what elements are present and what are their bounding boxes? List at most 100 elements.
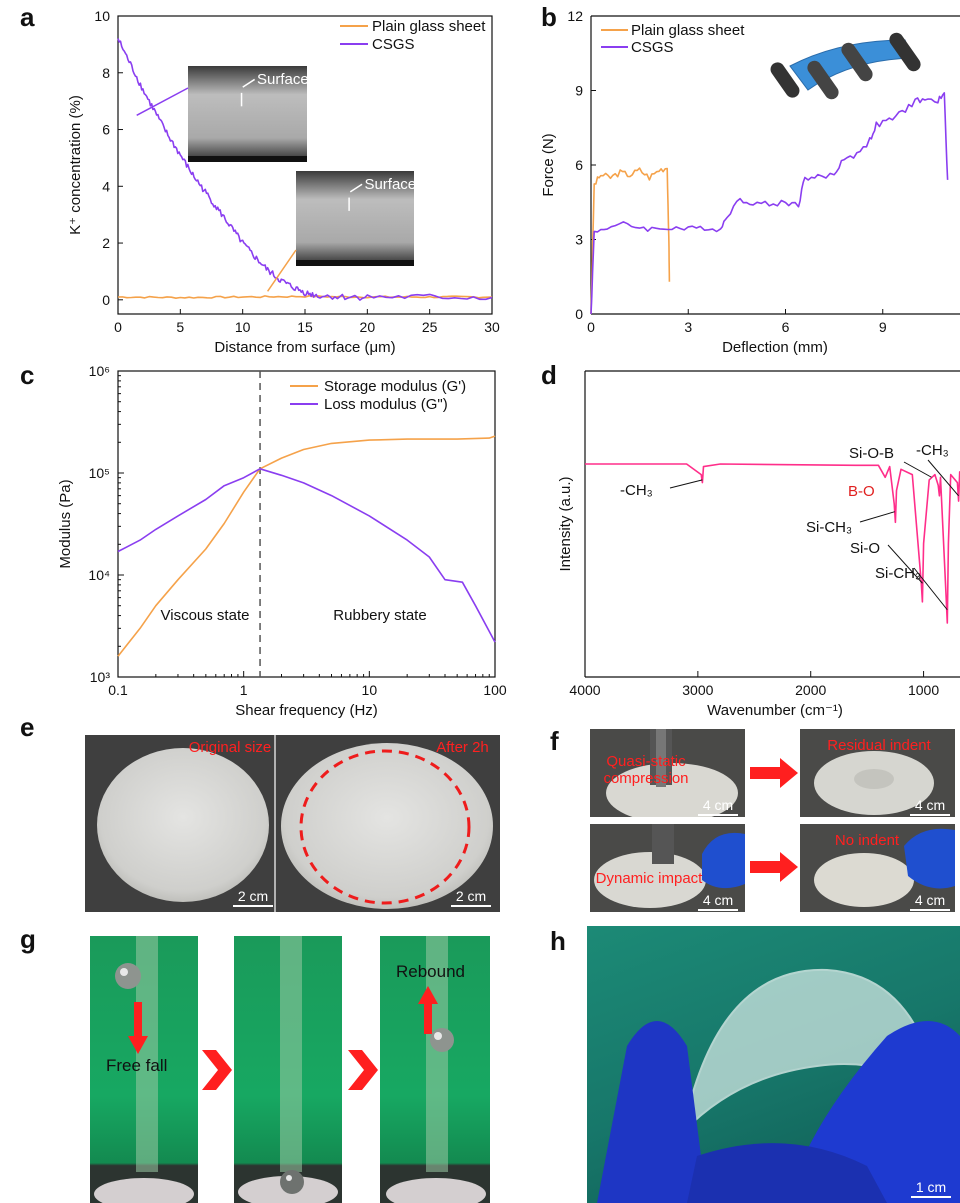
panel-letter-c: c bbox=[20, 360, 35, 390]
region-label-viscous: Viscous state bbox=[161, 607, 250, 624]
peak-label-d: Si-O-B bbox=[849, 445, 894, 462]
x-tick-label-a: 0 bbox=[114, 319, 122, 335]
photo-g-rebound: Rebound bbox=[380, 936, 490, 1203]
panel-letter-a: a bbox=[20, 2, 35, 32]
photo-g-impact bbox=[234, 936, 342, 1203]
series-line-b-plain bbox=[590, 167, 671, 315]
x-axis-label-d: Wavenumber (cm⁻¹) bbox=[707, 702, 843, 719]
y-tick-label-b: 3 bbox=[575, 232, 583, 248]
x-tick-label-a: 15 bbox=[297, 319, 313, 335]
y-tick-label-a: 0 bbox=[102, 292, 110, 308]
peak-pointer-d bbox=[669, 479, 703, 489]
y-tick-label-b: 0 bbox=[575, 306, 583, 322]
x-tick-label-b: 6 bbox=[782, 319, 790, 335]
y-tick-label-a: 8 bbox=[102, 65, 110, 81]
panel-letter-h: h bbox=[550, 926, 566, 956]
region-label-rubbery: Rubbery state bbox=[333, 607, 426, 624]
photo-h: 1 cm bbox=[587, 926, 960, 1203]
legend-label-c: Loss modulus (G") bbox=[324, 396, 448, 413]
peak-label-d: Si-O bbox=[850, 540, 880, 557]
scale-bar-f-tr: 4 cm bbox=[910, 797, 950, 816]
peak-label-d: B-O bbox=[848, 483, 875, 500]
panel-letter-b: b bbox=[541, 2, 557, 32]
scale-bar-e-right: 2 cm bbox=[451, 888, 491, 907]
label-rebound: Rebound bbox=[396, 962, 466, 981]
x-tick-label-c: 1 bbox=[240, 682, 248, 698]
inset-callout bbox=[242, 78, 256, 88]
panel-letter-g: g bbox=[20, 924, 36, 954]
x-tick-label-c: 10 bbox=[362, 682, 378, 698]
x-tick-label-b: 3 bbox=[684, 319, 692, 335]
roller-illustration bbox=[770, 32, 921, 100]
x-tick-label-a: 5 bbox=[176, 319, 184, 335]
scale-bar-f-bl: 4 cm bbox=[698, 892, 738, 911]
peak-pointer-d bbox=[887, 544, 923, 584]
chevron-g-2 bbox=[348, 1050, 378, 1090]
inset-surface-label: Surface bbox=[257, 71, 309, 88]
scale-bar-f-tl: 4 cm bbox=[698, 797, 738, 816]
series-line-a-csgs bbox=[117, 38, 493, 301]
peak-label-d: Si-CH₃ bbox=[875, 565, 921, 582]
peak-pointer-d bbox=[903, 461, 932, 478]
label-residual-indent: Residual indent bbox=[827, 737, 931, 754]
x-tick-label-d: 2000 bbox=[795, 682, 826, 698]
y-tick-label-b: 9 bbox=[575, 83, 583, 99]
x-tick-label-b: 0 bbox=[587, 319, 595, 335]
legend-label-c: Storage modulus (G') bbox=[324, 378, 466, 395]
label-free-fall: Free fall bbox=[106, 1056, 168, 1075]
photo-f-no-indent: No indent 4 cm bbox=[800, 824, 955, 912]
scale-bar-h: 1 cm bbox=[911, 1179, 951, 1198]
y-tick-label-c: 10³ bbox=[90, 669, 111, 685]
x-tick-label-c: 100 bbox=[483, 682, 507, 698]
plot-frame-c bbox=[117, 370, 496, 678]
x-axis-label-b: Deflection (mm) bbox=[722, 339, 828, 356]
legend-label-b: Plain glass sheet bbox=[631, 22, 745, 39]
y-tick-label-b: 12 bbox=[567, 8, 583, 24]
x-axis-label-c: Shear frequency (Hz) bbox=[235, 702, 378, 719]
series-line-d-ftir bbox=[585, 463, 960, 624]
label-dynamic-impact: Dynamic impact bbox=[595, 870, 703, 887]
photo-f-residual: Residual indent 4 cm bbox=[800, 729, 955, 817]
disc-after bbox=[281, 743, 493, 909]
y-tick-label-c: 10⁴ bbox=[88, 567, 110, 583]
x-tick-label-d: 3000 bbox=[682, 682, 713, 698]
y-tick-label-a: 4 bbox=[102, 178, 110, 194]
disc-original bbox=[97, 748, 269, 902]
sem-inset-bar bbox=[296, 260, 414, 266]
sem-inset-bar bbox=[188, 156, 307, 162]
x-tick-label-a: 20 bbox=[360, 319, 376, 335]
sem-inset-a-2 bbox=[296, 171, 414, 266]
label-original-size: Original size bbox=[188, 739, 272, 756]
y-axis-label-d: Intensity (a.u.) bbox=[557, 476, 574, 571]
legend-label-b: CSGS bbox=[631, 39, 674, 56]
x-tick-label-a: 25 bbox=[422, 319, 438, 335]
arrow-f-bottom bbox=[750, 852, 798, 882]
chevron-g-1 bbox=[202, 1050, 232, 1090]
label-after-2h: After 2h bbox=[436, 739, 489, 756]
y-axis-label-c: Modulus (Pa) bbox=[57, 479, 74, 568]
series-line-b-csgs bbox=[590, 92, 949, 315]
sem-inset-a-1 bbox=[188, 66, 307, 162]
inset-callout bbox=[349, 183, 363, 193]
photo-f-quasi-static: Quasi-static compression 4 cm bbox=[590, 729, 745, 817]
peak-label-d: -CH₃ bbox=[916, 442, 949, 459]
panel-letter-d: d bbox=[541, 360, 557, 390]
scale-bar-e-left: 2 cm bbox=[233, 888, 273, 907]
peak-pointer-d bbox=[913, 567, 948, 611]
legend-label-a: CSGS bbox=[372, 36, 415, 53]
arrow-f-top bbox=[750, 758, 798, 788]
y-tick-label-c: 10⁶ bbox=[89, 363, 110, 379]
peak-pointer-d bbox=[927, 459, 959, 497]
x-tick-label-d: 1000 bbox=[908, 682, 939, 698]
panel-letter-e: e bbox=[20, 712, 35, 742]
peak-pointer-d bbox=[859, 511, 895, 523]
legend-label-a: Plain glass sheet bbox=[372, 18, 486, 35]
photo-e: Original size After 2h 2 cm 2 cm bbox=[85, 735, 500, 912]
y-tick-label-a: 10 bbox=[94, 8, 110, 24]
scale-bar-f-br: 4 cm bbox=[910, 892, 950, 911]
series-line-c-storage bbox=[117, 435, 496, 657]
peak-label-d: -CH₃ bbox=[620, 482, 653, 499]
x-tick-label-a: 10 bbox=[235, 319, 251, 335]
photo-g-free-fall: Free fall bbox=[90, 936, 198, 1203]
photo-f-dynamic: Dynamic impact 4 cm bbox=[590, 824, 745, 912]
